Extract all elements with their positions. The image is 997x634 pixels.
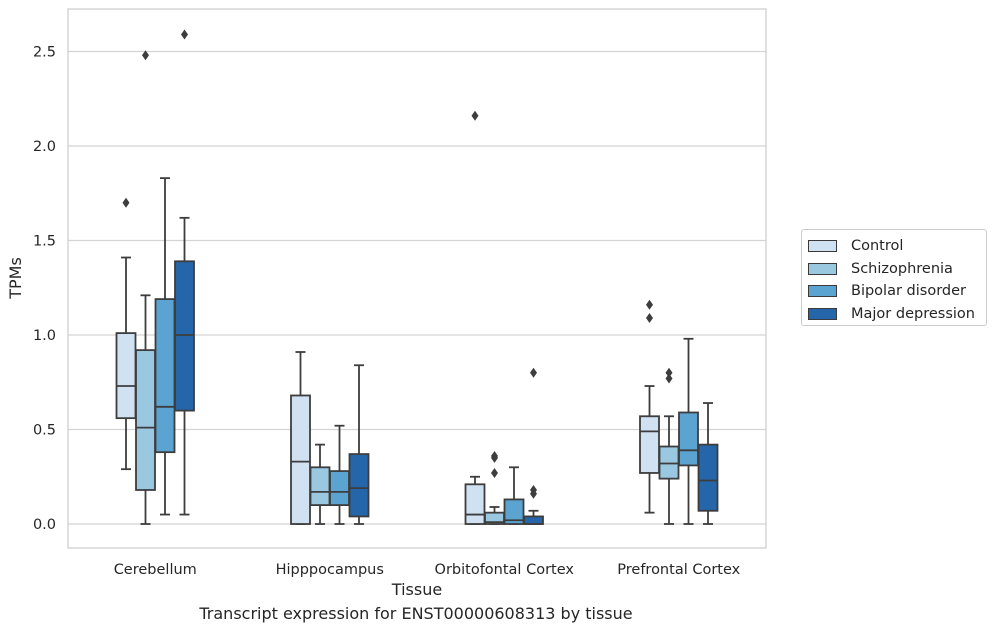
x-tick-label: Cerebellum bbox=[114, 562, 197, 578]
y-tick-label: 1.5 bbox=[33, 234, 56, 250]
legend-item-control: Control bbox=[808, 235, 986, 258]
outlier-point bbox=[646, 299, 653, 310]
outlier-point bbox=[491, 450, 498, 461]
y-axis-label: TPMs bbox=[6, 257, 25, 300]
outlier-point bbox=[530, 484, 537, 495]
x-tick-label: Orbitofontal Cortex bbox=[435, 562, 575, 578]
box-iqr bbox=[503, 498, 525, 525]
legend-item-major-depression: Major depression bbox=[808, 303, 986, 326]
box-schizophrenia bbox=[135, 50, 156, 525]
legend: Control Schizophrenia Bipolar disorder M… bbox=[801, 229, 987, 326]
box-control bbox=[464, 110, 486, 525]
box-iqr bbox=[115, 332, 137, 420]
box-iqr bbox=[639, 415, 660, 474]
box-iqr bbox=[154, 298, 176, 454]
box-iqr bbox=[135, 349, 156, 491]
box-iqr bbox=[464, 483, 486, 525]
box-major-depression bbox=[523, 367, 544, 525]
box-iqr bbox=[290, 394, 311, 525]
outlier-point bbox=[142, 50, 149, 61]
x-tick-labels: Cerebellum Hipppocampus Orbitofontal Corte… bbox=[114, 562, 741, 578]
box-bipolar-disorder bbox=[678, 337, 699, 525]
outlier-point bbox=[491, 467, 498, 478]
box-major-depression bbox=[697, 402, 719, 525]
box-iqr bbox=[329, 470, 350, 506]
box-bipolar-disorder bbox=[154, 177, 176, 516]
legend-item-schizophrenia: Schizophrenia bbox=[808, 258, 986, 281]
box-groups bbox=[115, 29, 719, 525]
outlier-point bbox=[646, 312, 653, 323]
box-iqr bbox=[174, 260, 195, 412]
box-major-depression bbox=[174, 29, 195, 516]
legend-swatch-bipolar-disorder bbox=[808, 285, 837, 298]
box-iqr bbox=[348, 453, 370, 518]
legend-label-schizophrenia: Schizophrenia bbox=[851, 260, 953, 277]
y-tick-labels: 0.0 0.5 1.0 1.5 2.0 2.5 bbox=[33, 45, 56, 534]
box-bipolar-disorder bbox=[329, 424, 350, 525]
legend-swatch-schizophrenia bbox=[808, 262, 837, 275]
y-tick-label: 1.0 bbox=[33, 328, 56, 344]
outlier-point bbox=[181, 29, 188, 40]
outlier-point bbox=[471, 110, 479, 121]
legend-item-bipolar-disorder: Bipolar disorder bbox=[808, 280, 986, 303]
legend-label-control: Control bbox=[851, 238, 904, 255]
box-schizophrenia bbox=[484, 450, 505, 525]
legend-label-major-depression: Major depression bbox=[851, 305, 975, 322]
y-tick-label: 2.0 bbox=[33, 139, 56, 155]
box-major-depression bbox=[348, 364, 370, 525]
box-schizophrenia bbox=[309, 443, 331, 525]
box-bipolar-disorder bbox=[503, 466, 525, 525]
chart-caption: Transcript expression for ENST0000060831… bbox=[199, 604, 633, 623]
legend-swatch-control bbox=[808, 240, 837, 253]
box-iqr bbox=[309, 466, 331, 506]
plot-frame bbox=[67, 8, 767, 549]
box-control bbox=[639, 299, 660, 514]
outlier-point bbox=[665, 373, 673, 384]
box-control bbox=[290, 351, 311, 525]
box-iqr bbox=[697, 443, 719, 512]
legend-swatch-major-depression bbox=[808, 307, 837, 320]
box-schizophrenia bbox=[658, 367, 680, 525]
outlier-point bbox=[665, 367, 673, 378]
box-iqr bbox=[678, 411, 699, 467]
y-tick-label: 0.5 bbox=[33, 423, 56, 439]
x-tick-label: Prefrontal Cortex bbox=[617, 562, 740, 578]
outlier-point bbox=[530, 367, 537, 378]
x-axis-label: Tissue bbox=[391, 580, 442, 599]
outlier-point bbox=[122, 197, 130, 208]
y-tick-label: 0.0 bbox=[33, 517, 56, 533]
y-tick-label: 2.5 bbox=[33, 45, 56, 61]
legend-label-bipolar-disorder: Bipolar disorder bbox=[851, 283, 966, 300]
box-control bbox=[115, 197, 137, 471]
x-tick-label: Hipppocampus bbox=[276, 562, 384, 578]
box-iqr bbox=[523, 515, 544, 525]
box-iqr bbox=[658, 445, 680, 480]
